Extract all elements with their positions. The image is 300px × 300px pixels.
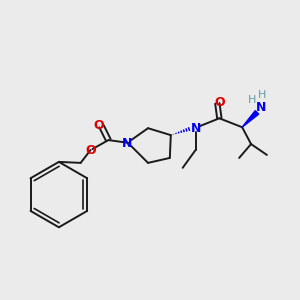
Text: O: O <box>214 96 225 109</box>
Text: O: O <box>93 119 104 132</box>
Polygon shape <box>242 111 259 127</box>
Text: H: H <box>248 95 256 106</box>
Text: H: H <box>258 89 266 100</box>
Text: O: O <box>85 145 96 158</box>
Text: N: N <box>190 122 201 135</box>
Text: N: N <box>122 136 132 150</box>
Text: N: N <box>256 101 266 114</box>
